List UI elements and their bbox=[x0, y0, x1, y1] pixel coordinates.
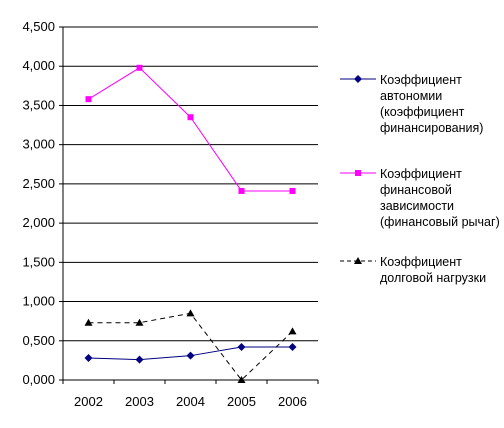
grid-lines bbox=[63, 26, 318, 342]
y-tick-label: 2,500 bbox=[22, 176, 55, 191]
y-tick-labels: 0,000 0,500 1,000 1,500 2,000 2,500 3,000 3,500… bbox=[22, 19, 55, 387]
x-tick-label: 2004 bbox=[176, 394, 205, 409]
y-tick-label: 3,500 bbox=[22, 97, 55, 112]
y-tick-label: 2,000 bbox=[22, 215, 55, 230]
data-point-square bbox=[85, 96, 92, 103]
data-point-triangle bbox=[135, 318, 144, 326]
y-tick-label: 4,000 bbox=[22, 58, 55, 73]
legend-swatch-3 bbox=[340, 257, 376, 264]
data-point-diamond bbox=[186, 351, 195, 360]
y-tick-label: 3,000 bbox=[22, 137, 55, 152]
y-tick-label: 1,500 bbox=[22, 254, 55, 269]
data-point-square bbox=[289, 187, 296, 194]
series-group bbox=[84, 64, 297, 383]
data-point-triangle bbox=[84, 318, 93, 326]
x-tick-labels: 2002 2003 2004 2005 2006 bbox=[74, 394, 307, 409]
data-point-square bbox=[238, 187, 245, 194]
series-line-2 bbox=[88, 67, 293, 192]
data-point-square bbox=[136, 64, 143, 71]
data-point-diamond bbox=[237, 343, 246, 352]
data-point-square bbox=[187, 114, 194, 121]
data-point-diamond bbox=[135, 355, 144, 364]
data-point-diamond bbox=[84, 354, 93, 363]
y-tick-label: 4,500 bbox=[22, 19, 55, 34]
x-tick-label: 2006 bbox=[278, 394, 307, 409]
x-tick-label: 2002 bbox=[74, 394, 103, 409]
axes bbox=[59, 26, 319, 384]
x-tick-label: 2005 bbox=[227, 394, 256, 409]
data-point-triangle bbox=[237, 376, 246, 383]
x-tick-label: 2003 bbox=[125, 394, 154, 409]
legend-label-1: Коэффициент автономии (коэффициент финан… bbox=[380, 73, 484, 135]
legend-label-3: Коэффициент долговой нагрузки bbox=[380, 255, 487, 285]
y-tick-label: 0,500 bbox=[22, 333, 55, 348]
legend-label-2: Коэффициент финансовой зависимости (фина… bbox=[380, 167, 500, 229]
data-point-triangle bbox=[288, 327, 297, 335]
data-point-diamond bbox=[288, 343, 297, 352]
legend-swatch-2 bbox=[340, 170, 376, 176]
data-point-triangle bbox=[186, 309, 195, 317]
y-tick-label: 1,000 bbox=[22, 294, 55, 309]
y-tick-label: 0,000 bbox=[22, 372, 55, 387]
legend-swatch-1 bbox=[340, 75, 376, 83]
